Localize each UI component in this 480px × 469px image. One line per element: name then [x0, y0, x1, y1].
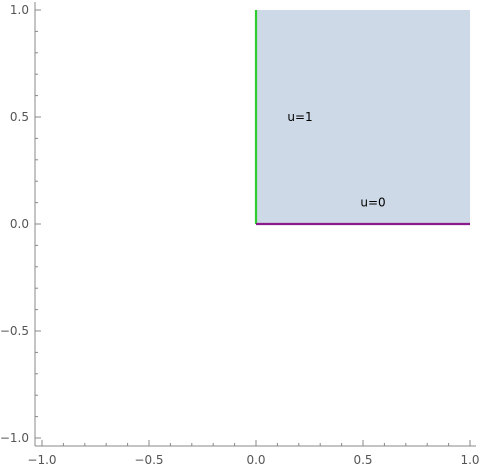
x-tick-label: 1.0	[460, 453, 479, 467]
y-tick-label: −1.0	[0, 431, 29, 445]
x-tick-label: −1.0	[27, 453, 56, 467]
y-tick-label: 1.0	[10, 3, 29, 17]
region-layer	[256, 10, 470, 224]
y-tick-label: 0.0	[10, 217, 29, 231]
x-tick-label: −0.5	[134, 453, 163, 467]
y-tick-label: −0.5	[0, 324, 29, 338]
boundary-label: u=0	[360, 196, 385, 210]
label-layer: u=1 u=0	[287, 110, 385, 210]
boundary-label: u=1	[287, 110, 312, 124]
x-tick-label: 0.0	[246, 453, 265, 467]
shaded-region	[256, 10, 470, 224]
x-tick-label: 0.5	[353, 453, 372, 467]
y-tick-label: 0.5	[10, 110, 29, 124]
boundary-layer	[254, 10, 470, 226]
